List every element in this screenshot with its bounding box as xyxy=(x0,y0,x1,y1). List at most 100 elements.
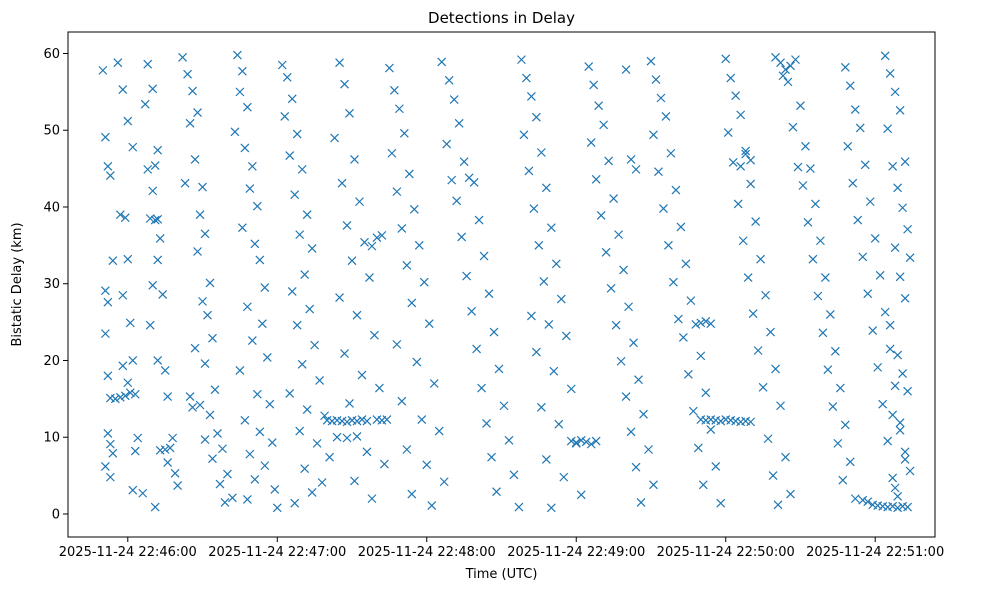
detection-marker xyxy=(895,425,905,435)
y-tick-label: 40 xyxy=(43,200,60,215)
detection-marker xyxy=(828,402,838,411)
detection-marker xyxy=(781,65,790,75)
detection-marker xyxy=(315,376,325,385)
detection-marker xyxy=(419,277,429,287)
detection-marker xyxy=(469,178,479,187)
detection-marker xyxy=(185,392,195,401)
detection-marker xyxy=(554,419,564,429)
detection-marker xyxy=(210,385,220,395)
detection-marker xyxy=(673,314,683,324)
detection-marker xyxy=(200,229,210,239)
detection-marker xyxy=(250,239,260,249)
detection-marker xyxy=(691,319,701,329)
detection-marker xyxy=(467,306,477,316)
detection-marker xyxy=(723,128,733,137)
detection-marker xyxy=(870,234,880,243)
detection-marker xyxy=(332,432,342,442)
detection-marker xyxy=(551,259,561,269)
y-tick-label: 20 xyxy=(43,354,60,369)
detection-marker xyxy=(110,394,120,404)
detection-marker xyxy=(803,217,813,227)
detection-marker xyxy=(295,230,305,240)
detection-marker xyxy=(840,420,850,430)
detection-marker xyxy=(150,215,160,225)
detection-marker xyxy=(105,439,115,449)
detection-marker xyxy=(544,319,554,329)
detection-marker xyxy=(133,433,143,443)
detection-marker xyxy=(290,498,300,508)
detection-marker xyxy=(255,427,265,437)
detection-marker xyxy=(721,54,731,64)
y-axis-ticks: 0 10 20 30 40 50 60 xyxy=(43,47,68,522)
detection-marker xyxy=(220,498,230,507)
detection-marker xyxy=(875,270,885,280)
detection-marker xyxy=(454,118,464,128)
detection-marker xyxy=(118,290,128,300)
detection-marker xyxy=(566,384,576,394)
detection-marker xyxy=(561,331,571,341)
detection-marker xyxy=(479,251,489,261)
detection-marker xyxy=(756,254,766,264)
detection-marker xyxy=(312,438,322,448)
y-tick-label: 30 xyxy=(43,277,60,292)
detection-marker xyxy=(173,481,183,491)
detection-marker xyxy=(880,307,890,317)
detection-marker xyxy=(402,445,412,454)
detection-marker xyxy=(671,185,681,195)
detection-marker xyxy=(900,455,910,464)
detection-marker xyxy=(494,364,504,374)
detection-marker xyxy=(576,435,586,445)
detection-marker xyxy=(310,340,320,350)
detection-marker xyxy=(489,327,499,337)
detection-marker xyxy=(810,199,820,209)
detection-marker xyxy=(255,255,265,265)
detection-marker xyxy=(345,399,354,408)
detection-marker xyxy=(230,127,240,137)
detection-marker xyxy=(407,489,417,499)
detection-marker xyxy=(534,240,544,250)
detection-marker xyxy=(519,130,529,140)
detection-marker xyxy=(883,124,893,134)
detection-marker xyxy=(232,50,242,60)
detection-marker xyxy=(683,369,693,379)
detection-marker xyxy=(472,344,482,354)
detection-marker xyxy=(108,448,118,458)
detection-marker xyxy=(586,439,596,449)
detection-marker xyxy=(200,359,210,368)
detection-marker xyxy=(317,478,327,487)
detection-marker xyxy=(282,72,292,82)
detection-marker xyxy=(128,356,138,365)
detection-marker xyxy=(863,497,873,507)
detection-marker xyxy=(586,138,596,147)
detection-marker xyxy=(302,405,312,415)
detection-marker xyxy=(153,214,163,224)
detection-marker xyxy=(900,447,910,457)
detection-marker xyxy=(621,392,631,401)
detection-marker xyxy=(352,416,362,426)
detection-marker xyxy=(781,452,790,462)
detection-marker xyxy=(606,283,616,293)
detection-marker xyxy=(379,459,389,469)
detection-marker xyxy=(728,158,738,167)
detection-marker xyxy=(716,416,726,426)
detection-marker xyxy=(614,230,624,240)
detection-marker xyxy=(347,256,357,266)
detection-marker xyxy=(424,319,434,329)
detection-marker xyxy=(706,425,716,434)
detection-marker xyxy=(517,55,526,65)
detection-marker xyxy=(639,409,648,419)
detection-marker xyxy=(449,95,459,104)
detection-marker xyxy=(115,392,125,402)
detection-marker xyxy=(885,69,895,78)
detection-marker xyxy=(566,436,576,446)
detection-marker xyxy=(115,210,125,220)
detection-marker xyxy=(905,466,915,476)
detection-marker xyxy=(123,254,133,264)
detection-marker xyxy=(163,392,173,401)
detection-marker xyxy=(895,272,905,282)
detection-marker xyxy=(457,232,467,242)
detection-marker xyxy=(900,157,910,167)
detection-marker xyxy=(863,289,873,299)
detection-marker xyxy=(257,319,267,329)
detection-marker xyxy=(526,92,536,101)
